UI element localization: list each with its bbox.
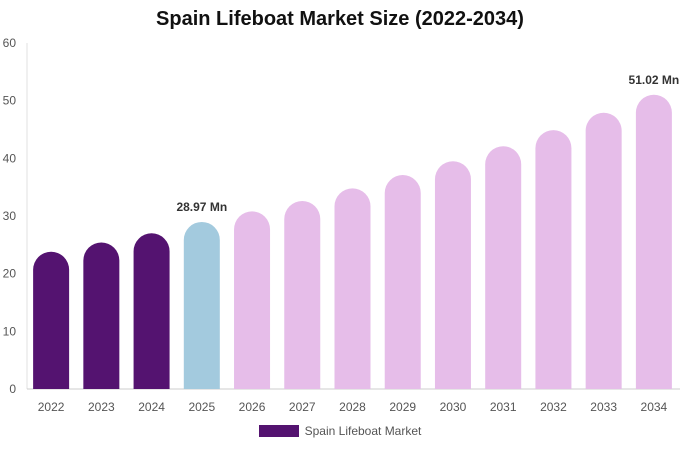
chart-legend: Spain Lifeboat Market	[0, 424, 680, 438]
x-tick-label: 2029	[389, 400, 416, 414]
x-tick-label: 2034	[641, 400, 668, 414]
y-axis-ticks: 0 10 20 30 40 50 60	[3, 36, 17, 396]
bar-2034	[635, 94, 672, 389]
bar-2022	[33, 251, 70, 389]
x-tick-label: 2030	[440, 400, 467, 414]
x-tick-label: 2025	[188, 400, 215, 414]
chart-title: Spain Lifeboat Market Size (2022-2034)	[156, 8, 524, 30]
bar-2026	[234, 211, 271, 389]
x-tick-label: 2028	[339, 400, 366, 414]
bar-2024	[133, 233, 170, 389]
bar-2030	[434, 161, 471, 389]
legend-swatch	[258, 425, 299, 437]
data-label: 28.97 Mn	[176, 200, 227, 214]
x-tick-label: 2026	[239, 400, 266, 414]
data-label: 51.02 Mn	[629, 73, 680, 87]
bar-2031	[485, 146, 522, 389]
bar-2033	[585, 112, 622, 389]
y-tick-label: 0	[9, 382, 16, 396]
y-tick-label: 50	[3, 94, 17, 108]
y-tick-label: 60	[3, 36, 17, 50]
x-axis-ticks: 2022 2023 2024 2025 2026 2027 2028 2029 2030 2031…	[38, 400, 668, 414]
y-tick-label: 20	[3, 267, 17, 281]
bar-2027	[284, 201, 321, 389]
bar-2023	[83, 242, 120, 389]
x-tick-label: 2031	[490, 400, 517, 414]
y-tick-label: 30	[3, 209, 17, 223]
y-tick-label: 40	[3, 151, 17, 165]
legend-label: Spain Lifeboat Market	[304, 424, 422, 438]
x-tick-label: 2023	[88, 400, 115, 414]
x-tick-label: 2033	[590, 400, 617, 414]
y-tick-label: 10	[3, 324, 17, 338]
x-tick-label: 2024	[138, 400, 165, 414]
data-labels: 28.97 Mn 51.02 Mn	[176, 73, 679, 214]
x-tick-label: 2032	[540, 400, 567, 414]
bar-2028	[334, 188, 371, 389]
bar-2032	[535, 130, 572, 389]
x-tick-label: 2022	[38, 400, 65, 414]
x-tick-label: 2027	[289, 400, 316, 414]
bar-2025	[183, 221, 220, 389]
bar-2029	[384, 175, 421, 389]
bar-series	[33, 94, 672, 389]
